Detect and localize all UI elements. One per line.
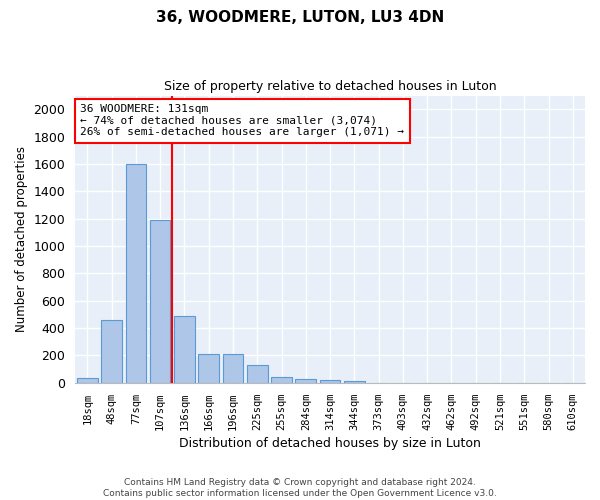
Bar: [150, 220, 170, 383]
Bar: [320, 380, 340, 383]
Bar: [271, 376, 292, 383]
Bar: [344, 381, 365, 383]
Bar: [247, 365, 268, 383]
X-axis label: Distribution of detached houses by size in Luton: Distribution of detached houses by size …: [179, 437, 481, 450]
Text: 36, WOODMERE, LUTON, LU3 4DN: 36, WOODMERE, LUTON, LU3 4DN: [156, 10, 444, 25]
Bar: [223, 354, 243, 383]
Bar: [125, 164, 146, 383]
Bar: [174, 316, 195, 383]
Bar: [77, 378, 98, 383]
Y-axis label: Number of detached properties: Number of detached properties: [15, 146, 28, 332]
Bar: [295, 378, 316, 383]
Title: Size of property relative to detached houses in Luton: Size of property relative to detached ho…: [164, 80, 496, 93]
Text: 36 WOODMERE: 131sqm
← 74% of detached houses are smaller (3,074)
26% of semi-det: 36 WOODMERE: 131sqm ← 74% of detached ho…: [80, 104, 404, 138]
Bar: [199, 354, 219, 383]
Bar: [101, 320, 122, 383]
Text: Contains HM Land Registry data © Crown copyright and database right 2024.
Contai: Contains HM Land Registry data © Crown c…: [103, 478, 497, 498]
